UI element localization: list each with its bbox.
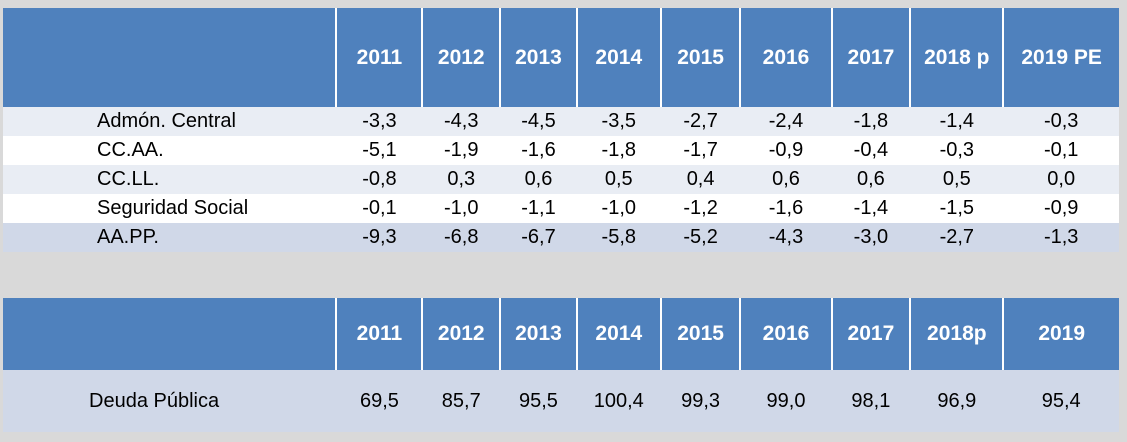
debt-header-row: 2011 2012 2013 2014 2015 2016 2017 2018p… bbox=[3, 298, 1119, 370]
table-row: Deuda Pública 69,5 85,7 95,5 100,4 99,3 … bbox=[3, 370, 1119, 432]
table-cell: 99,3 bbox=[660, 370, 741, 432]
table-cell: 99,0 bbox=[740, 370, 832, 432]
table-cell: -3,3 bbox=[336, 107, 423, 136]
header-cell: 2014 bbox=[575, 298, 661, 370]
table-cell: -2,4 bbox=[740, 107, 832, 136]
table-cell: 0,6 bbox=[500, 165, 577, 194]
table-cell: -5,2 bbox=[660, 223, 741, 252]
table-cell: -0,4 bbox=[831, 136, 911, 165]
table-cell: -9,3 bbox=[336, 223, 423, 252]
row-label: Seguridad Social bbox=[3, 194, 337, 223]
header-cell bbox=[3, 298, 337, 370]
table-cell: 0,6 bbox=[831, 165, 911, 194]
row-label: Deuda Pública bbox=[3, 370, 337, 432]
table-row: Seguridad Social -0,1 -1,0 -1,1 -1,0 -1,… bbox=[3, 194, 1119, 223]
table-cell: -6,8 bbox=[422, 223, 501, 252]
header-cell: 2019 bbox=[1002, 298, 1119, 370]
table-cell: 95,4 bbox=[1003, 370, 1119, 432]
table-cell: -1,8 bbox=[831, 107, 911, 136]
deficit-table: 2011 2012 2013 2014 2015 2016 2017 2018 … bbox=[3, 8, 1119, 252]
table-cell: 0,3 bbox=[422, 165, 501, 194]
deficit-header-row: 2011 2012 2013 2014 2015 2016 2017 2018 … bbox=[3, 8, 1119, 107]
header-cell bbox=[3, 8, 337, 107]
header-cell: 2013 bbox=[499, 8, 577, 107]
header-cell: 2018p bbox=[909, 298, 1004, 370]
header-cell: 2015 bbox=[659, 8, 741, 107]
table-cell: -2,7 bbox=[910, 223, 1004, 252]
table-cell: -1,6 bbox=[500, 136, 577, 165]
table-cell: -0,1 bbox=[1003, 136, 1119, 165]
header-cell: 2015 bbox=[659, 298, 741, 370]
table-cell: -0,3 bbox=[1003, 107, 1119, 136]
table-cell: -0,8 bbox=[336, 165, 423, 194]
table-cell: -6,7 bbox=[500, 223, 577, 252]
table-cell: -4,3 bbox=[422, 107, 501, 136]
table-cell: -1,4 bbox=[831, 194, 911, 223]
row-label: CC.AA. bbox=[3, 136, 337, 165]
header-cell: 2013 bbox=[499, 298, 577, 370]
header-cell: 2016 bbox=[739, 298, 832, 370]
table-cell: 95,5 bbox=[500, 370, 577, 432]
table-cell: -1,4 bbox=[910, 107, 1004, 136]
table-cell: 0,6 bbox=[740, 165, 832, 194]
table-cell: -5,8 bbox=[576, 223, 661, 252]
header-cell: 2018 p bbox=[909, 8, 1004, 107]
table-cell: 0,4 bbox=[660, 165, 741, 194]
table-cell: -1,2 bbox=[660, 194, 741, 223]
table-cell: -1,3 bbox=[1003, 223, 1119, 252]
table-cell: -3,5 bbox=[576, 107, 661, 136]
table-cell: -1,0 bbox=[422, 194, 501, 223]
table-cell: -1,1 bbox=[500, 194, 577, 223]
table-cell: -1,0 bbox=[576, 194, 661, 223]
table-row-total: AA.PP. -9,3 -6,8 -6,7 -5,8 -5,2 -4,3 -3,… bbox=[3, 223, 1119, 252]
table-cell: -0,9 bbox=[1003, 194, 1119, 223]
table-cell: 85,7 bbox=[422, 370, 501, 432]
table-row: CC.AA. -5,1 -1,9 -1,6 -1,8 -1,7 -0,9 -0,… bbox=[3, 136, 1119, 165]
table-cell: -5,1 bbox=[336, 136, 423, 165]
header-cell: 2017 bbox=[830, 298, 911, 370]
table-cell: 0,5 bbox=[910, 165, 1004, 194]
table-cell: 98,1 bbox=[831, 370, 911, 432]
table-cell: -1,6 bbox=[740, 194, 832, 223]
row-label: Admón. Central bbox=[3, 107, 337, 136]
table-row: CC.LL. -0,8 0,3 0,6 0,5 0,4 0,6 0,6 0,5 … bbox=[3, 165, 1119, 194]
debt-table: 2011 2012 2013 2014 2015 2016 2017 2018p… bbox=[3, 298, 1119, 432]
table-cell: -4,3 bbox=[740, 223, 832, 252]
table-cell: -4,5 bbox=[500, 107, 577, 136]
table-cell: -1,7 bbox=[660, 136, 741, 165]
table-cell: 100,4 bbox=[576, 370, 661, 432]
table-cell: -0,9 bbox=[740, 136, 832, 165]
header-cell: 2012 bbox=[421, 8, 501, 107]
table-cell: -1,5 bbox=[910, 194, 1004, 223]
table-cell: 0,5 bbox=[576, 165, 661, 194]
table-cell: 96,9 bbox=[910, 370, 1004, 432]
row-label: AA.PP. bbox=[3, 223, 337, 252]
table-cell: -1,9 bbox=[422, 136, 501, 165]
table-cell: 69,5 bbox=[336, 370, 423, 432]
table-cell: -0,1 bbox=[336, 194, 423, 223]
table-cell: -1,8 bbox=[576, 136, 661, 165]
table-cell: -2,7 bbox=[660, 107, 741, 136]
table-cell: -0,3 bbox=[910, 136, 1004, 165]
table-cell: -3,0 bbox=[831, 223, 911, 252]
header-cell: 2017 bbox=[830, 8, 911, 107]
header-cell: 2011 bbox=[335, 8, 423, 107]
header-cell: 2011 bbox=[335, 298, 423, 370]
header-cell: 2014 bbox=[575, 8, 661, 107]
header-cell: 2012 bbox=[421, 298, 501, 370]
row-label: CC.LL. bbox=[3, 165, 337, 194]
table-row: Admón. Central -3,3 -4,3 -4,5 -3,5 -2,7 … bbox=[3, 107, 1119, 136]
header-cell: 2019 PE bbox=[1002, 8, 1119, 107]
table-cell: 0,0 bbox=[1003, 165, 1119, 194]
header-cell: 2016 bbox=[739, 8, 832, 107]
